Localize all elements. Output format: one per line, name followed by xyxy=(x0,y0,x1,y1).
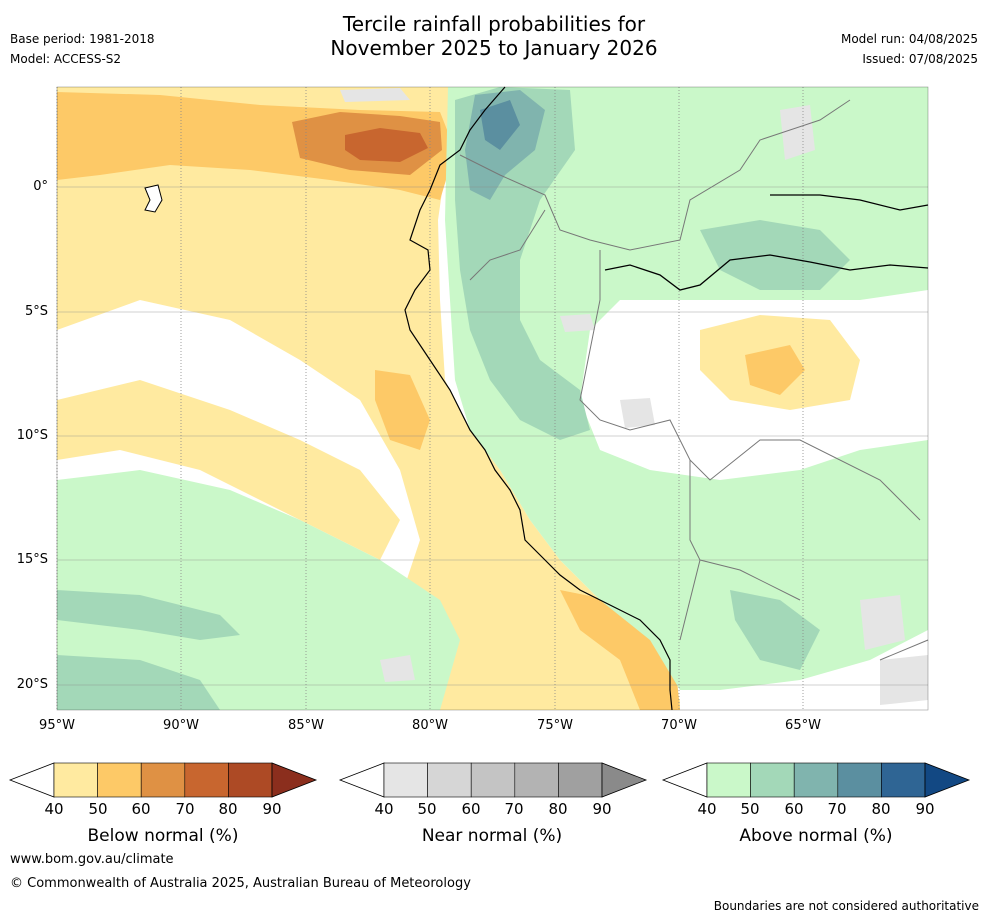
colorbars xyxy=(8,762,971,798)
map-frame xyxy=(56,86,929,711)
above-normal-80-andes xyxy=(480,100,520,150)
copyright-text: © Commonwealth of Australia 2025, Austra… xyxy=(10,876,471,891)
below-normal-amazon-50 xyxy=(745,345,805,395)
below-normal-cb-segment-50 xyxy=(97,762,142,798)
near-normal-cb-right-arrow xyxy=(601,762,648,798)
below-normal-south-coast xyxy=(560,590,680,710)
below-normal-cb-right-arrow xyxy=(271,762,318,798)
near-normal-cb-left-arrow xyxy=(338,762,385,798)
x-tick-85w: 85°W xyxy=(288,718,324,733)
title-line-1: Tercile rainfall probabilities for xyxy=(342,12,646,36)
cb0-tick-70: 70 xyxy=(175,800,195,818)
near-normal-cb-segment-50 xyxy=(427,762,472,798)
below-normal-cb-segment-40 xyxy=(53,762,98,798)
map-fields xyxy=(57,87,928,710)
above-normal-cb-segment-50 xyxy=(750,762,795,798)
colorbar-near-normal xyxy=(338,762,648,798)
below-normal-coast-strip xyxy=(375,370,430,450)
x-tick-90w: 90°W xyxy=(163,718,199,733)
below-normal-cb-segment-70 xyxy=(184,762,229,798)
cb0-tick-60: 60 xyxy=(131,800,151,818)
issued-text: Issued: 07/08/2025 xyxy=(862,52,978,66)
header-left-meta: Base period: 1981-2018 Model: ACCESS-S2 xyxy=(10,31,155,67)
above-normal-60-east xyxy=(730,590,820,670)
cb2-tick-90: 90 xyxy=(915,800,935,818)
cb1-tick-50: 50 xyxy=(417,800,437,818)
near-normal-patch-1 xyxy=(560,314,595,332)
above-normal-cb-segment-70 xyxy=(837,762,882,798)
cb2-tick-80: 80 xyxy=(871,800,891,818)
cb2-tick-60: 60 xyxy=(784,800,804,818)
legend-title-near-normal: Near normal (%) xyxy=(421,826,563,846)
colorbar-below-normal xyxy=(8,762,318,798)
below-normal-band-1 xyxy=(57,380,400,560)
near-normal-patch-7 xyxy=(880,655,928,705)
cb1-tick-90: 90 xyxy=(592,800,612,818)
above-normal-cb-left-arrow xyxy=(661,762,708,798)
cb2-tick-70: 70 xyxy=(827,800,847,818)
coastline xyxy=(404,86,673,711)
near-normal-cb-segment-60 xyxy=(470,762,516,798)
cb2-tick-50: 50 xyxy=(740,800,760,818)
y-tick-5s: 5°S xyxy=(24,304,48,319)
header-right-meta: Model run: 04/08/2025 Issued: 07/08/2025 xyxy=(841,31,978,67)
website-link[interactable]: www.bom.gov.au/climate xyxy=(10,852,174,867)
below-normal-cb-segment-60 xyxy=(140,762,186,798)
below-normal-70-region xyxy=(345,128,428,162)
near-normal-patch-4 xyxy=(860,595,905,650)
cb1-tick-40: 40 xyxy=(374,800,394,818)
base-period-text: Base period: 1981-2018 xyxy=(10,32,155,46)
above-normal-west xyxy=(57,470,460,710)
legend-title-below-normal: Below normal (%) xyxy=(87,826,239,846)
map-gridlines xyxy=(56,87,928,710)
near-normal-patch-2 xyxy=(620,398,655,428)
above-normal-cb-segment-40 xyxy=(706,762,751,798)
near-normal-patch-6 xyxy=(340,88,410,102)
cb0-tick-90: 90 xyxy=(262,800,282,818)
map-title: Tercile rainfall probabilities for Novem… xyxy=(0,12,988,60)
y-tick-20s: 20°S xyxy=(16,677,48,692)
title-line-2: November 2025 to January 2026 xyxy=(330,36,658,60)
above-normal-60-northeast xyxy=(700,220,850,290)
model-run-text: Model run: 04/08/2025 xyxy=(840,32,978,46)
y-tick-15s: 15°S xyxy=(16,552,48,567)
above-normal-60-south xyxy=(57,590,240,640)
galapagos-islands xyxy=(144,184,163,213)
x-tick-80w: 80°W xyxy=(412,718,448,733)
model-text: Model: ACCESS-S2 xyxy=(10,52,122,66)
x-tick-70w: 70°W xyxy=(661,718,697,733)
cb0-tick-80: 80 xyxy=(218,800,238,818)
x-tick-95w: 95°W xyxy=(39,718,75,733)
cb1-tick-80: 80 xyxy=(548,800,568,818)
x-tick-65w: 65°W xyxy=(785,718,821,733)
cb1-tick-60: 60 xyxy=(461,800,481,818)
cb0-tick-40: 40 xyxy=(44,800,64,818)
country-borders xyxy=(459,99,929,661)
below-normal-cb-left-arrow xyxy=(8,762,55,798)
y-tick-0: 0° xyxy=(33,179,48,194)
legend-title-above-normal: Above normal (%) xyxy=(739,826,893,846)
cb1-tick-70: 70 xyxy=(504,800,524,818)
amazon-river xyxy=(604,194,929,291)
above-normal-cb-segment-60 xyxy=(793,762,839,798)
near-normal-cb-segment-70 xyxy=(514,762,559,798)
near-normal-cb-segment-40 xyxy=(383,762,428,798)
boundaries-disclaimer: Boundaries are not considered authoritat… xyxy=(713,899,979,913)
cb2-tick-40: 40 xyxy=(697,800,717,818)
near-normal-cb-segment-80 xyxy=(558,762,603,798)
near-normal-patch-5 xyxy=(780,105,815,160)
y-tick-10s: 10°S xyxy=(16,428,48,443)
above-normal-cb-segment-80 xyxy=(881,762,926,798)
colorbar-above-normal xyxy=(661,762,971,798)
x-tick-75w: 75°W xyxy=(537,718,573,733)
above-normal-60-sw xyxy=(57,655,220,710)
near-normal-patch-3 xyxy=(380,655,415,682)
cb0-tick-50: 50 xyxy=(88,800,108,818)
below-normal-cb-segment-80 xyxy=(228,762,273,798)
above-normal-cb-right-arrow xyxy=(924,762,971,798)
